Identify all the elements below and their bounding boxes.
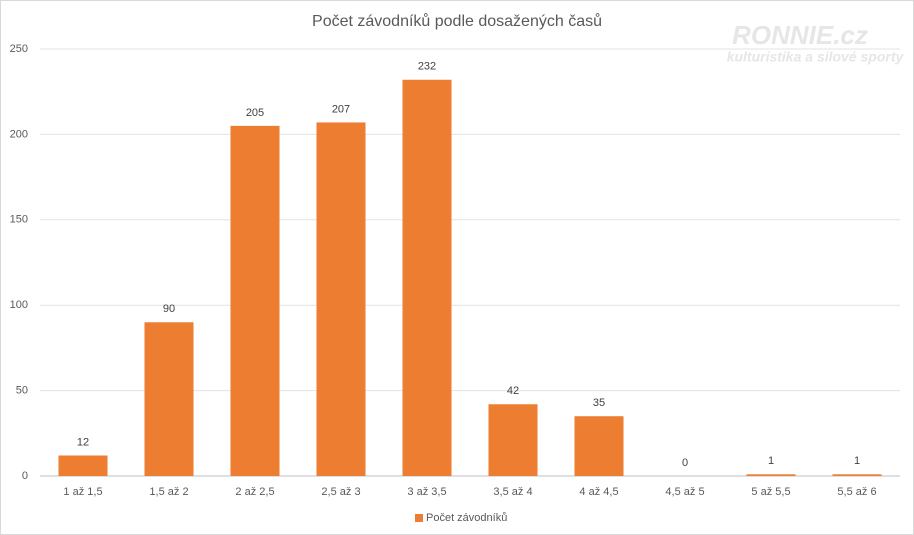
x-tick-label: 2,5 až 3 <box>321 486 360 498</box>
bar <box>144 322 194 476</box>
y-tick-label: 100 <box>10 299 28 311</box>
bar <box>832 474 882 476</box>
data-label: 0 <box>682 457 688 469</box>
data-label: 42 <box>507 385 519 397</box>
x-tick-label: 2 až 2,5 <box>235 486 274 498</box>
data-label: 35 <box>593 397 605 409</box>
x-tick-label: 3 až 3,5 <box>407 486 446 498</box>
bar <box>574 416 624 476</box>
legend-label: Počet závodníků <box>426 512 507 524</box>
x-tick-label: 1,5 až 2 <box>149 486 188 498</box>
data-label: 232 <box>418 61 436 73</box>
x-tick-label: 3,5 až 4 <box>493 486 532 498</box>
data-label: 1 <box>768 455 774 467</box>
legend-swatch <box>415 514 423 522</box>
data-label: 90 <box>163 303 175 315</box>
bar <box>316 122 366 476</box>
watermark-subtitle: kulturistika a silové sporty <box>727 49 905 65</box>
x-tick-label: 1 až 1,5 <box>63 486 102 498</box>
y-tick-label: 0 <box>22 470 28 482</box>
data-label: 1 <box>854 455 860 467</box>
bar <box>746 474 796 476</box>
y-tick-label: 50 <box>16 385 28 397</box>
bar <box>402 79 452 476</box>
chart-title: Počet závodníků podle dosažených časů <box>312 12 602 30</box>
data-label: 207 <box>332 103 350 115</box>
y-tick-label: 250 <box>10 43 28 55</box>
y-tick-label: 200 <box>10 128 28 140</box>
x-tick-label: 4 až 4,5 <box>579 486 618 498</box>
x-tick-label: 5,5 až 6 <box>837 486 876 498</box>
data-label: 205 <box>246 107 264 119</box>
bar <box>488 404 538 476</box>
bar <box>230 125 280 477</box>
y-tick-label: 150 <box>10 214 28 226</box>
watermark-title: RONNIE.cz <box>732 20 868 50</box>
data-label: 12 <box>77 436 89 448</box>
x-tick-label: 4,5 až 5 <box>665 486 704 498</box>
x-tick-label: 5 až 5,5 <box>751 486 790 498</box>
bar <box>58 455 108 476</box>
